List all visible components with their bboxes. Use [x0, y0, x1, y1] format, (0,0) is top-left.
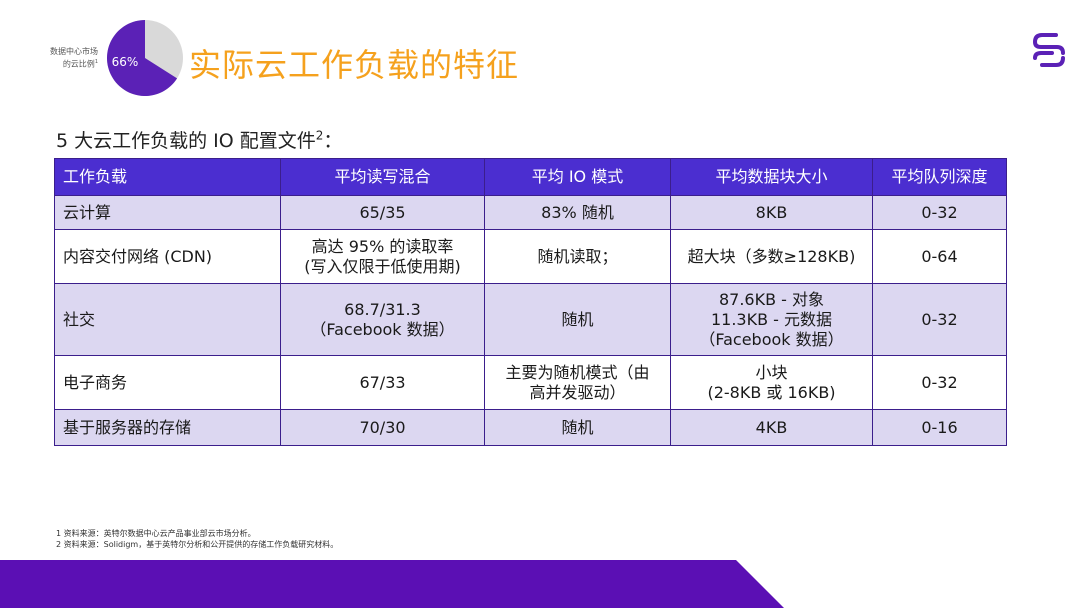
header-pattern: 平均 IO 模式 — [484, 158, 671, 196]
cell-mix: 65/35 — [280, 195, 485, 230]
cell-workload: 社交 — [54, 283, 281, 356]
cell-workload: 云计算 — [54, 195, 281, 230]
pie-cloud-slice — [107, 20, 178, 96]
cell-line: 0-64 — [921, 246, 958, 266]
table-subtitle-sup: 2 — [315, 128, 324, 143]
header-mix: 平均读写混合 — [280, 158, 485, 196]
pie-caption-sup: 1 — [94, 59, 98, 65]
table-row: 内容交付网络 (CDN) 高达 95% 的读取率 (写入仅限于低使用期) 随机读取… — [54, 229, 1007, 284]
table-row: 云计算 65/35 83% 随机 8KB 0-32 — [54, 195, 1007, 230]
cell-line: 68.7/31.3 — [344, 299, 421, 319]
table-subtitle-suffix: ： — [323, 130, 343, 152]
cell-line: (写入仅限于低使用期) — [304, 256, 461, 276]
cell-line: 65/35 — [359, 202, 406, 222]
cell-queue: 0-32 — [872, 195, 1007, 230]
footnotes: 1 资料来源：英特尔数据中心云产品事业部云市场分析。 2 资料来源：Solidi… — [56, 528, 338, 550]
cell-line: 70/30 — [359, 417, 406, 437]
cell-queue: 0-32 — [872, 283, 1007, 356]
table-header-row: 工作负载 平均读写混合 平均 IO 模式 平均数据块大小 平均队列深度 — [54, 158, 1007, 196]
cell-line: 67/33 — [359, 372, 406, 392]
cell-pattern: 随机 — [484, 409, 671, 446]
cell-line: 随机 — [561, 309, 594, 329]
cell-line: 0-32 — [921, 372, 958, 392]
table-row: 社交 68.7/31.3 （Facebook 数据） 随机 87.6KB - 对象… — [54, 283, 1007, 356]
cell-line: 随机 — [561, 417, 594, 437]
cell-pattern: 随机读取； — [484, 229, 671, 284]
cell-block: 超大块（多数≥128KB) — [670, 229, 873, 284]
table-row: 基于服务器的存储 70/30 随机 4KB 0-16 — [54, 409, 1007, 446]
solidigm-logo-icon — [1032, 33, 1065, 67]
cell-line: 0-32 — [921, 309, 958, 329]
cell-line: 高达 95% 的读取率 — [311, 236, 454, 256]
page-title: 实际云工作负载的特征 — [189, 46, 520, 84]
footer-band — [0, 560, 784, 608]
cell-line: 内容交付网络 (CDN) — [63, 246, 213, 266]
cell-queue: 0-32 — [872, 355, 1007, 410]
cell-line: 基于服务器的存储 — [63, 417, 192, 437]
pie-caption-line2: 的云比例 — [62, 59, 95, 69]
cell-queue: 0-16 — [872, 409, 1007, 446]
cell-mix: 70/30 — [280, 409, 485, 446]
cell-line: 云计算 — [63, 202, 112, 222]
pie-caption: 数据中心市场 的云比例1 — [30, 46, 98, 70]
workload-io-table: 工作负载 平均读写混合 平均 IO 模式 平均数据块大小 平均队列深度 云计算 … — [54, 158, 1007, 446]
cell-line: 电子商务 — [63, 372, 128, 392]
cell-block: 8KB — [670, 195, 873, 230]
cell-line: 高并发驱动） — [529, 382, 626, 402]
cell-pattern: 随机 — [484, 283, 671, 356]
header-block: 平均数据块大小 — [670, 158, 873, 196]
cell-line: （Facebook 数据） — [699, 329, 844, 349]
cell-line: 超大块（多数≥128KB) — [687, 246, 856, 266]
cell-workload: 内容交付网络 (CDN) — [54, 229, 281, 284]
footer-band-shape — [0, 560, 784, 608]
cell-line: 社交 — [63, 309, 96, 329]
pie-percent-label: 66% — [111, 55, 139, 69]
cell-pattern: 83% 随机 — [484, 195, 671, 230]
cell-line: 小块 — [755, 362, 788, 382]
cell-block: 87.6KB - 对象 11.3KB - 元数据 （Facebook 数据） — [670, 283, 873, 356]
cell-line: （Facebook 数据） — [310, 319, 455, 339]
cell-mix: 67/33 — [280, 355, 485, 410]
cell-line: 主要为随机模式（由 — [505, 362, 650, 382]
cell-mix: 68.7/31.3 （Facebook 数据） — [280, 283, 485, 356]
table-row: 电子商务 67/33 主要为随机模式（由 高并发驱动） 小块 (2-8KB 或 16… — [54, 355, 1007, 410]
footnote-2: 2 资料来源：Solidigm，基于英特尔分析和公开提供的存储工作负载研究材料。 — [56, 540, 339, 549]
cell-line: 83% 随机 — [541, 202, 614, 222]
footnote-1: 1 资料来源：英特尔数据中心云产品事业部云市场分析。 — [56, 529, 256, 538]
header-workload: 工作负载 — [54, 158, 281, 196]
cloud-share-pie-chart — [107, 20, 183, 96]
cell-queue: 0-64 — [872, 229, 1007, 284]
header-queue: 平均队列深度 — [872, 158, 1007, 196]
cell-workload: 电子商务 — [54, 355, 281, 410]
cell-block: 小块 (2-8KB 或 16KB) — [670, 355, 873, 410]
cell-workload: 基于服务器的存储 — [54, 409, 281, 446]
pie-caption-line1: 数据中心市场 — [50, 47, 98, 56]
cell-line: 0-32 — [921, 202, 958, 222]
cell-line: 随机读取； — [537, 246, 618, 266]
cell-line: 4KB — [755, 417, 788, 437]
cell-mix: 高达 95% 的读取率 (写入仅限于低使用期) — [280, 229, 485, 284]
cell-pattern: 主要为随机模式（由 高并发驱动） — [484, 355, 671, 410]
cell-line: (2-8KB 或 16KB) — [707, 382, 836, 402]
table-subtitle: 5 大云工作负载的 IO 配置文件2： — [56, 126, 342, 153]
table-subtitle-text: 5 大云工作负载的 IO 配置文件 — [56, 130, 316, 152]
cell-line: 0-16 — [921, 417, 958, 437]
cell-line: 11.3KB - 元数据 — [710, 309, 833, 329]
cell-block: 4KB — [670, 409, 873, 446]
cell-line: 87.6KB - 对象 — [718, 289, 825, 309]
pie-caption-line2-wrap: 的云比例1 — [30, 57, 98, 70]
cell-line: 8KB — [755, 202, 788, 222]
